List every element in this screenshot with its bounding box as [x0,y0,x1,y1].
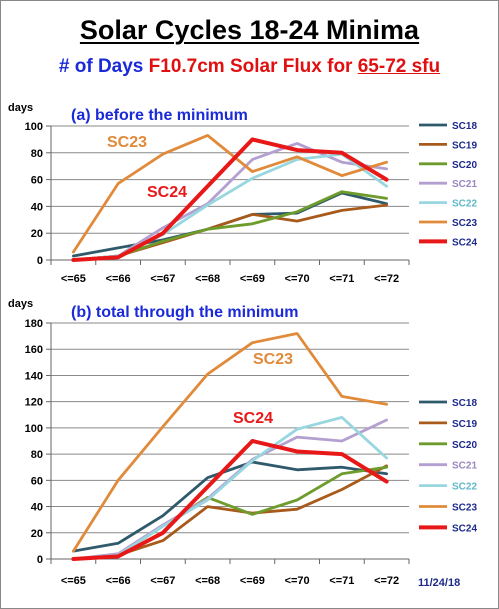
legend-label-sc19: SC19 [452,419,477,430]
y-tick-label: 80 [31,148,43,160]
x-tick-label: <=67 [150,273,175,285]
x-tick-label: <=65 [61,273,86,285]
y-tick-label: 0 [37,554,43,566]
legend-label-sc24: SC24 [452,523,477,534]
series-line-sc24 [71,137,389,262]
y-tick-label: 80 [31,449,43,461]
y-tick-label: 100 [25,121,43,133]
legend-label-sc18: SC18 [452,121,477,132]
y-tick-label: 20 [31,228,43,240]
y-tick-label: 60 [31,175,43,187]
legend-label-sc22: SC22 [452,199,477,210]
x-tick-label: <=68 [195,575,220,587]
y-tick-label: 120 [25,397,43,409]
legend-label-sc19: SC19 [452,140,477,151]
series-line-sc23 [72,332,389,553]
y-tick-label: 180 [25,318,43,330]
series-line-sc22 [72,415,389,561]
series-line-sc24 [71,439,389,561]
x-tick-label: <=66 [106,575,131,587]
y-axis-label: days [8,298,33,310]
x-tick-label: <=71 [329,273,354,285]
y-tick-label: 20 [31,528,43,540]
y-tick-label: 40 [31,502,43,514]
legend-label-sc20: SC20 [452,160,477,171]
y-tick-label: 0 [37,255,43,267]
legend-label-sc21: SC21 [452,461,477,472]
x-tick-label: <=72 [374,273,399,285]
x-tick-label: <=70 [285,273,310,285]
page-title: Solar Cycles 18-24 Minima [79,15,420,45]
chart-title: (a) before the minimum [71,107,248,124]
legend-label-sc23: SC23 [452,503,477,514]
x-tick-label: <=65 [61,575,86,587]
legend-label-sc24: SC24 [452,237,477,248]
y-tick-label: 140 [25,370,43,382]
legend-label-sc22: SC22 [452,482,477,493]
x-tick-label: <=66 [106,273,131,285]
annotation-sc23: SC23 [107,134,147,151]
x-tick-label: <=71 [329,575,354,587]
y-tick-label: 100 [25,423,43,435]
legend-label-sc20: SC20 [452,440,477,451]
annotation-sc24: SC24 [233,410,273,427]
legend-label-sc18: SC18 [452,398,477,409]
annotation-sc24: SC24 [147,184,187,201]
legend-label-sc23: SC23 [452,218,477,229]
x-tick-label: <=69 [240,575,265,587]
y-tick-label: 40 [31,201,43,213]
date-label: 11/24/18 [418,577,461,589]
legend-label-sc21: SC21 [452,179,477,190]
y-tick-label: 160 [25,344,43,356]
annotation-sc23: SC23 [253,351,293,368]
subtitle-flux: F10.7cm Solar Flux for [148,56,353,77]
subtitle-days: # of Days [58,56,144,77]
chart-before-minimum: 0 20 40 60 80 100 <=65 <=66 <=67 <=68 <=69 <=70 <=71… [8,102,477,285]
series-line-sc23 [72,133,389,254]
x-tick-label: <=70 [285,575,310,587]
x-tick-label: <=68 [195,273,220,285]
subtitle-range: 65-72 sfu [357,56,441,77]
series-line-sc18 [72,460,389,553]
y-axis-label: days [8,102,33,114]
page-subtitle: # of Days F10.7cm Solar Flux for 65-72 s… [1,56,498,78]
x-tick-label: <=72 [374,575,399,587]
x-tick-label: <=67 [150,575,175,587]
x-tick-label: <=69 [240,273,265,285]
chart-title: (b) total through the minimum [71,304,299,321]
y-tick-label: 60 [31,475,43,487]
